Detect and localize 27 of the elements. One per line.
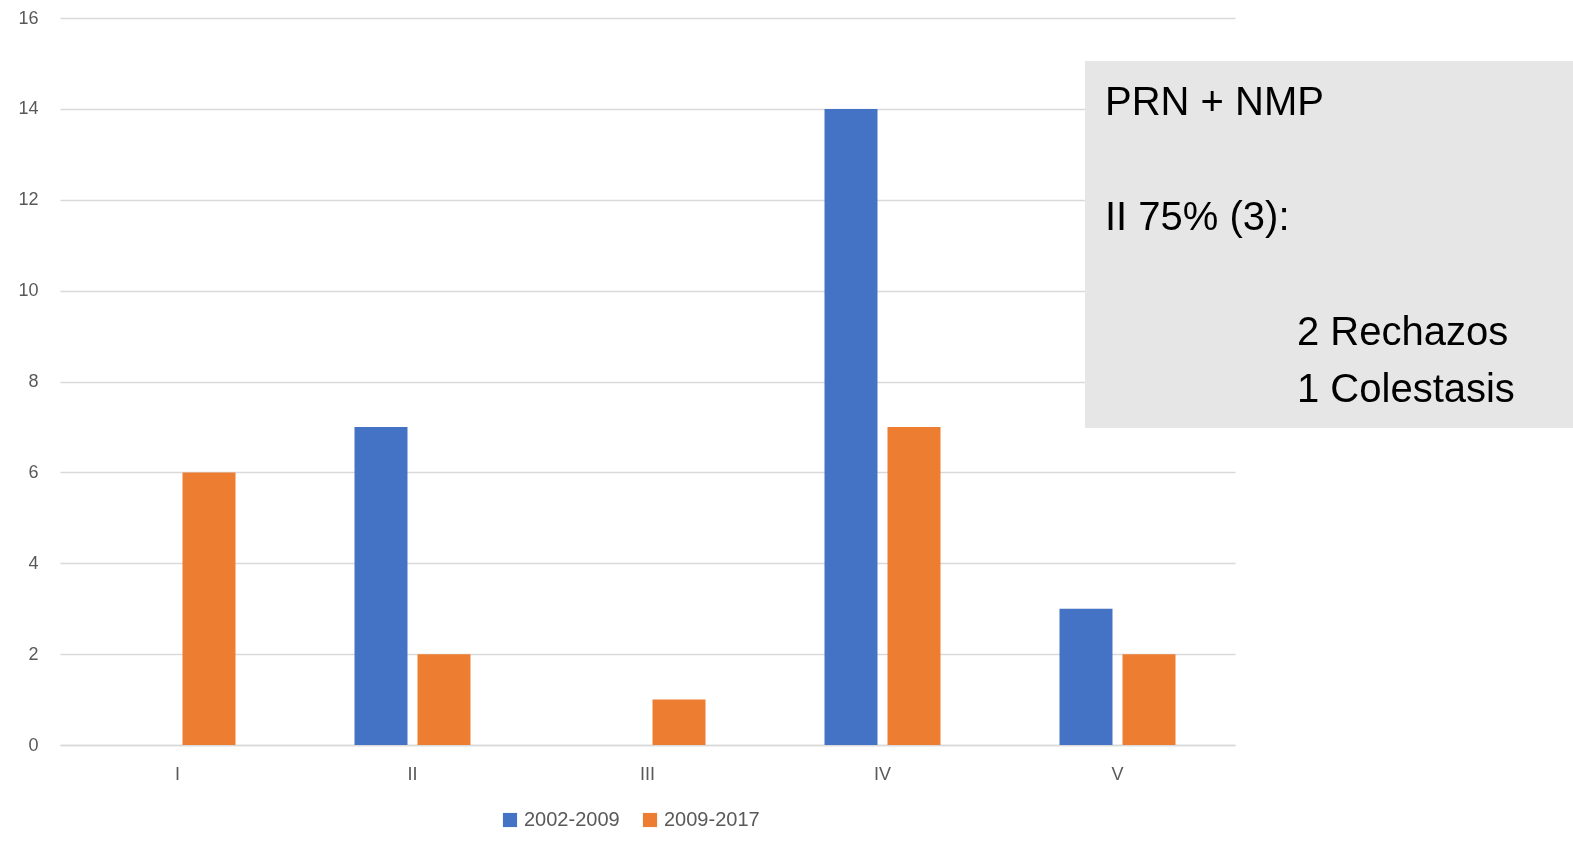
- bar: [1059, 608, 1113, 745]
- legend-label: 2002-2009: [524, 808, 620, 830]
- bar: [887, 426, 941, 745]
- y-tick-label: 0: [28, 734, 39, 755]
- annotation: PRN + NMP: [1105, 79, 1324, 123]
- note-box: PRN + NMP II 75% (3): 2 Rechazos 1 Colestasis: [1085, 61, 1573, 428]
- x-tick-label: II: [407, 763, 418, 784]
- y-tick-label: 4: [28, 552, 39, 573]
- bar: [182, 472, 236, 745]
- x-tick-label: V: [1111, 763, 1124, 784]
- x-tick-label: I: [174, 763, 181, 784]
- y-tick-label: 14: [18, 98, 39, 119]
- bar: [417, 654, 471, 745]
- y-tick-label: 10: [18, 280, 39, 301]
- bar: [354, 426, 408, 745]
- annotation: II 75% (3):: [1105, 194, 1290, 238]
- y-tick-label: 12: [18, 189, 39, 210]
- y-tick-label: 16: [18, 7, 39, 28]
- y-tick-label: 8: [28, 371, 39, 391]
- bar: [652, 699, 706, 745]
- legend-label: 2009-2017: [664, 808, 760, 830]
- x-tick-label: III: [639, 763, 656, 784]
- bar: [824, 108, 878, 745]
- x-tick-label: IV: [873, 763, 892, 784]
- y-tick-label: 2: [28, 643, 39, 664]
- bar: [1122, 654, 1176, 745]
- y-tick-label: 6: [28, 461, 39, 482]
